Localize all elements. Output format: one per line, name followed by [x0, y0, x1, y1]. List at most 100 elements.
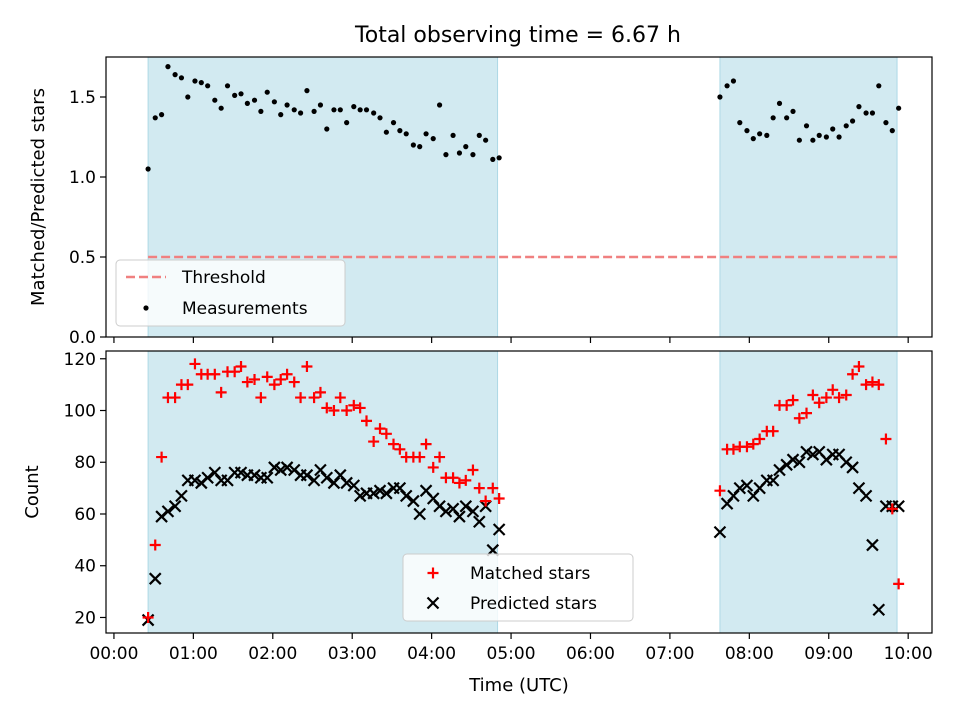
measurement-point: [417, 144, 423, 150]
predicted-stars-point: [872, 603, 886, 616]
predicted-stars-point: [274, 463, 288, 477]
predicted-stars-point: [340, 476, 353, 490]
matched-stars-point: [295, 392, 307, 404]
measurement-point: [757, 131, 763, 137]
predicted-stars-point: [367, 487, 380, 500]
matched-stars-point: [182, 379, 194, 391]
matched-stars-point: [480, 495, 492, 507]
predicted-stars-point: [353, 489, 367, 503]
ratio-axes-frame: [105, 56, 933, 338]
matched-stars-point: [714, 485, 726, 497]
predicted-stars-point: [492, 523, 506, 536]
count-x-tick-label: 09:00: [804, 644, 853, 664]
measurement-point: [297, 110, 304, 116]
matched-stars-point: [241, 376, 253, 388]
figure-title: Total observing time = 6.67 h: [354, 23, 681, 48]
predicted-stars-point: [380, 487, 393, 500]
measurement-point: [344, 120, 350, 126]
matched-stars-point: [833, 392, 845, 404]
predicted-stars-point: [773, 463, 786, 477]
measurement-point: [238, 91, 244, 97]
measurement-point: [896, 105, 902, 111]
predicted-stars-point: [188, 474, 202, 487]
predicted-stars-point: [466, 505, 480, 518]
measurement-point: [483, 137, 489, 143]
predicted-stars-point: [175, 489, 188, 503]
measurement-point: [744, 128, 750, 134]
measurement-point: [883, 120, 889, 126]
count-x-tick-label: 03:00: [328, 644, 377, 664]
matched-stars-point: [434, 451, 446, 463]
measurement-point: [403, 131, 409, 137]
matched-stars-point: [420, 438, 432, 450]
matched-stars-point: [866, 376, 878, 388]
measurement-point: [251, 97, 258, 103]
matched-stars-point: [781, 399, 793, 411]
count-x-tick-label: 04:00: [407, 644, 456, 664]
matched-stars-point: [209, 368, 221, 380]
measurement-point: [450, 132, 456, 138]
predicted-stars-point: [459, 499, 473, 513]
measurement-point: [172, 72, 178, 78]
matched-stars-point: [847, 368, 859, 380]
matched-stars-point: [341, 405, 353, 417]
measurement-point: [271, 99, 277, 105]
measurement-point: [383, 129, 389, 135]
measurement-point: [410, 142, 416, 148]
measurement-point: [776, 100, 783, 106]
predicted-stars-point: [320, 471, 334, 485]
measurement-point: [869, 110, 876, 116]
matched-stars-point: [853, 361, 865, 373]
predicted-stars-point: [260, 471, 274, 485]
measurement-point: [178, 75, 185, 81]
count-x-tick-label: 02:00: [248, 644, 297, 664]
matched-stars-point: [467, 464, 479, 476]
count-legend-box: [402, 553, 634, 622]
measurement-point: [291, 107, 297, 113]
matched-stars-point: [354, 402, 366, 414]
matched-stars-point: [249, 373, 261, 385]
predicted-stars-point: [740, 479, 754, 492]
predicted-stars-point: [300, 468, 314, 482]
predicted-stars-point: [806, 448, 820, 461]
measurement-point: [849, 118, 856, 124]
measurement-point: [784, 115, 790, 121]
count-y-tick-label: 80: [74, 453, 96, 473]
count-x-tick-label: 01:00: [169, 644, 218, 664]
predicted-stars-point: [201, 471, 214, 485]
matched-stars-point: [288, 376, 300, 388]
measurement-point: [218, 105, 224, 111]
predicted-stars-point: [733, 481, 747, 495]
predicted-stars-point: [268, 461, 281, 474]
matched-stars-point: [793, 412, 805, 424]
matched-stars-point: [827, 384, 839, 396]
matched-stars-point: [453, 477, 465, 489]
count-x-tick-label: 05:00: [487, 644, 536, 664]
ratio-x-ticks: [113, 337, 909, 343]
matched-stars-point: [880, 433, 892, 445]
matched-stars-point: [261, 371, 273, 383]
predicted-stars-point: [866, 538, 879, 552]
predicted-stars-point: [168, 499, 182, 513]
measurement-point: [224, 83, 231, 89]
predicted-stars-point: [280, 461, 294, 474]
predicted-stars-point: [373, 484, 387, 497]
count-y-ticks: 20 40 60 80 100 120: [64, 350, 106, 628]
predicted-stars-point: [161, 505, 175, 518]
measurement-point: [317, 102, 324, 108]
measurement-point: [337, 107, 343, 113]
matched-stars-point: [801, 407, 813, 419]
measurement-point: [158, 112, 165, 118]
measurement-point: [145, 166, 151, 172]
predicted-stars-point: [846, 461, 859, 474]
measurement-point: [443, 152, 449, 158]
measurement-point: [311, 108, 317, 114]
measurement-point: [258, 108, 264, 114]
count-x-tick-label: 00:00: [89, 644, 138, 664]
predicted-stars-point: [439, 505, 453, 518]
measurement-point: [724, 83, 730, 89]
matched-stars-point: [229, 366, 241, 378]
predicted-stars-point: [413, 507, 426, 521]
measurement-point: [331, 107, 337, 113]
measurement-point: [390, 120, 397, 126]
